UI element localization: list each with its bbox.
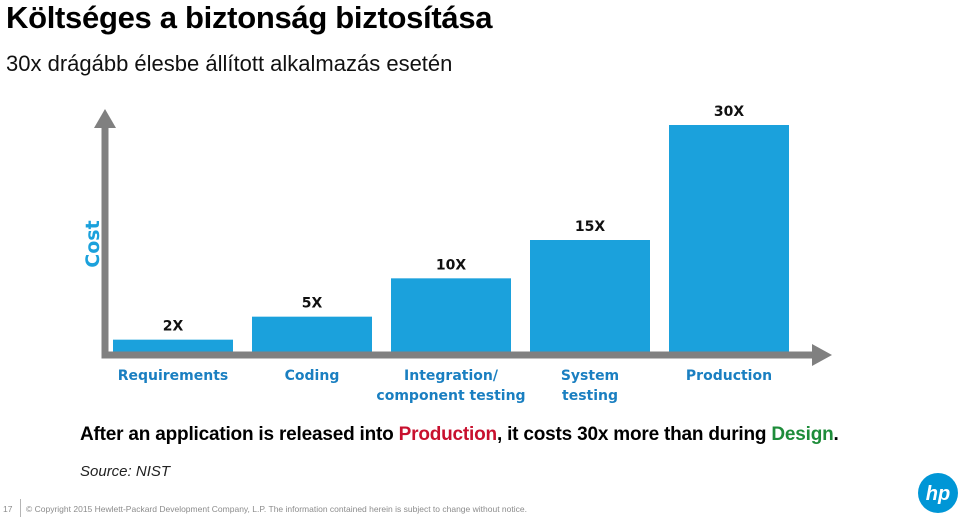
slide-title: Költséges a biztonság biztosítása (6, 0, 493, 35)
hp-logo-text: hp (926, 483, 950, 505)
category-label: Production (686, 368, 772, 384)
category-label: System (561, 368, 619, 384)
category-label: Coding (285, 368, 340, 384)
cost-bar-chart: Cost 2X Requirements 5X Coding 10X Integration… (82, 104, 832, 404)
category-label: Integration/ (404, 368, 499, 384)
bar (391, 278, 511, 355)
y-axis-label: Cost (82, 220, 104, 267)
bar-value-label: 2X (163, 319, 184, 335)
caption-text-1: After an application is released into (80, 424, 399, 445)
conclusion-caption: After an application is released into Pr… (80, 424, 839, 446)
bar (252, 316, 372, 355)
category-label: Requirements (118, 368, 229, 384)
bar (530, 240, 650, 355)
source-note: Source: NIST (80, 463, 171, 480)
bar-value-label: 30X (714, 104, 744, 120)
y-axis-arrowhead (94, 109, 116, 128)
bar-value-label: 10X (436, 257, 466, 273)
caption-highlight-design: Design (771, 424, 834, 445)
copyright-notice: © Copyright 2015 Hewlett-Packard Develop… (26, 504, 527, 514)
bar (669, 125, 789, 355)
category-label: component testing (376, 388, 525, 404)
footer-divider (20, 499, 21, 517)
category-label: testing (562, 388, 618, 404)
page-number: 17 (3, 504, 13, 514)
caption-text-2: , it costs 30x more than during (496, 424, 772, 445)
bar (113, 339, 233, 355)
bar-value-label: 15X (575, 219, 605, 235)
caption-text-3: . (833, 424, 839, 445)
bar-value-label: 5X (302, 296, 323, 312)
slide-footer: 17 © Copyright 2015 Hewlett-Packard Deve… (0, 497, 960, 517)
slide-subtitle: 30x drágább élesbe állított alkalmazás e… (6, 51, 453, 76)
caption-highlight-production: Production (398, 424, 497, 445)
hp-logo-icon: hp (918, 473, 958, 513)
x-axis-arrowhead (812, 344, 832, 366)
